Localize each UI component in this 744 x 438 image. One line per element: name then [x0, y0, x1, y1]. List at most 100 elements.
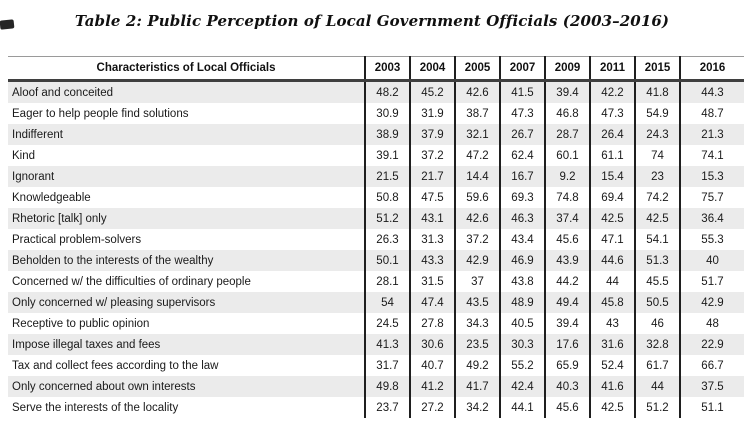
characteristics-header: Characteristics of Local Officials	[8, 56, 365, 82]
value-cell: 47.4	[409, 292, 455, 313]
value-cell: 44.1	[499, 397, 545, 418]
value-cell: 21.7	[409, 166, 455, 187]
perception-table: Characteristics of Local Officials 2003 2…	[8, 56, 744, 418]
value-cell: 22.9	[679, 334, 744, 355]
value-cell: 74.1	[679, 145, 744, 166]
value-cell: 43.5	[454, 292, 500, 313]
table-row: Eager to help people find solutions 30.9 3…	[8, 103, 744, 124]
table-row: Serve the interests of the locality 23.7 2…	[8, 397, 744, 418]
value-cell: 55.2	[499, 355, 545, 376]
value-cell: 16.7	[499, 166, 545, 187]
value-cell: 42.9	[454, 250, 500, 271]
value-cell: 46.3	[499, 208, 545, 229]
table-row: Only concerned about own interests 49.8 41…	[8, 376, 744, 397]
value-cell: 41.3	[364, 334, 410, 355]
value-cell: 55.3	[679, 229, 744, 250]
value-cell: 61.1	[589, 145, 635, 166]
value-cell: 69.4	[589, 187, 635, 208]
value-cell: 26.7	[499, 124, 545, 145]
row-label: Ignorant	[12, 170, 55, 183]
page: { "title": "Table 2: Public Perception o…	[0, 12, 744, 438]
value-cell: 45.8	[589, 292, 635, 313]
row-label: Knowledgeable	[12, 191, 91, 204]
value-cell: 30.3	[499, 334, 545, 355]
value-cell: 31.3	[409, 229, 455, 250]
value-cell: 41.6	[589, 376, 635, 397]
value-cell: 43.1	[409, 208, 455, 229]
table-body: Aloof and conceited 48.2 45.2 42.6 41.5 39.4 4…	[8, 80, 744, 418]
value-cell: 28.1	[364, 271, 410, 292]
table-row: Indifferent 38.9 37.9 32.1 26.7 28.7 26.4 24.3 2…	[8, 124, 744, 145]
row-label: Aloof and conceited	[12, 86, 114, 99]
row-label: Practical problem-solvers	[12, 233, 142, 246]
value-cell: 42.9	[679, 292, 744, 313]
value-cell: 30.6	[409, 334, 455, 355]
smudge-mark	[0, 19, 15, 30]
row-label: Kind	[12, 149, 36, 162]
table-row: Only concerned w/ pleasing supervisors 54…	[8, 292, 744, 313]
value-cell: 74.8	[544, 187, 590, 208]
value-cell: 41.7	[454, 376, 500, 397]
value-cell: 47.3	[499, 103, 545, 124]
value-cell: 48	[679, 313, 744, 334]
value-cell: 66.7	[679, 355, 744, 376]
value-cell: 40.5	[499, 313, 545, 334]
value-cell: 50.1	[364, 250, 410, 271]
value-cell: 50.8	[364, 187, 410, 208]
value-cell: 23	[634, 166, 680, 187]
table-row: Receptive to public opinion 24.5 27.8 34.3 4…	[8, 313, 744, 334]
value-cell: 24.3	[634, 124, 680, 145]
year-header: 2015	[634, 56, 680, 82]
year-header: 2011	[589, 56, 635, 82]
value-cell: 30.9	[364, 103, 410, 124]
value-cell: 40.3	[544, 376, 590, 397]
value-cell: 54.1	[634, 229, 680, 250]
row-label: Indifferent	[12, 128, 63, 141]
value-cell: 51.2	[364, 208, 410, 229]
row-label: Tax and collect fees according to the la…	[12, 359, 219, 372]
row-label: Serve the interests of the locality	[12, 401, 179, 414]
row-label: Concerned w/ the difficulties of ordinar…	[12, 275, 251, 288]
value-cell: 15.3	[679, 166, 744, 187]
value-cell: 60.1	[544, 145, 590, 166]
value-cell: 50.5	[634, 292, 680, 313]
year-header: 2009	[544, 56, 590, 82]
value-cell: 42.6	[454, 208, 500, 229]
value-cell: 28.7	[544, 124, 590, 145]
table-row: Beholden to the interests of the wealthy…	[8, 250, 744, 271]
value-cell: 65.9	[544, 355, 590, 376]
value-cell: 69.3	[499, 187, 545, 208]
value-cell: 47.2	[454, 145, 500, 166]
value-cell: 51.7	[679, 271, 744, 292]
value-cell: 51.2	[634, 397, 680, 418]
value-cell: 54.9	[634, 103, 680, 124]
value-cell: 21.3	[679, 124, 744, 145]
year-header: 2007	[499, 56, 545, 82]
value-cell: 38.9	[364, 124, 410, 145]
value-cell: 37.9	[409, 124, 455, 145]
value-cell: 37	[454, 271, 500, 292]
value-cell: 41.8	[634, 80, 680, 103]
table-title: Table 2: Public Perception of Local Gove…	[74, 12, 670, 30]
value-cell: 26.3	[364, 229, 410, 250]
value-cell: 44.3	[679, 80, 744, 103]
value-cell: 31.9	[409, 103, 455, 124]
value-cell: 51.1	[679, 397, 744, 418]
value-cell: 31.7	[364, 355, 410, 376]
table-row: Tax and collect fees according to the la…	[8, 355, 744, 376]
value-cell: 45.5	[634, 271, 680, 292]
value-cell: 52.4	[589, 355, 635, 376]
value-cell: 42.5	[634, 208, 680, 229]
year-header: 2005	[454, 56, 500, 82]
value-cell: 17.6	[544, 334, 590, 355]
value-cell: 46	[634, 313, 680, 334]
value-cell: 62.4	[499, 145, 545, 166]
value-cell: 47.3	[589, 103, 635, 124]
table-row: Impose illegal taxes and fees 41.3 30.6 23.…	[8, 334, 744, 355]
value-cell: 37.2	[409, 145, 455, 166]
value-cell: 54	[364, 292, 410, 313]
value-cell: 15.4	[589, 166, 635, 187]
table-header-row: Characteristics of Local Officials 2003 2…	[8, 56, 744, 82]
value-cell: 48.7	[679, 103, 744, 124]
table-row: Rhetoric [talk] only 51.2 43.1 42.6 46.3 37.4…	[8, 208, 744, 229]
